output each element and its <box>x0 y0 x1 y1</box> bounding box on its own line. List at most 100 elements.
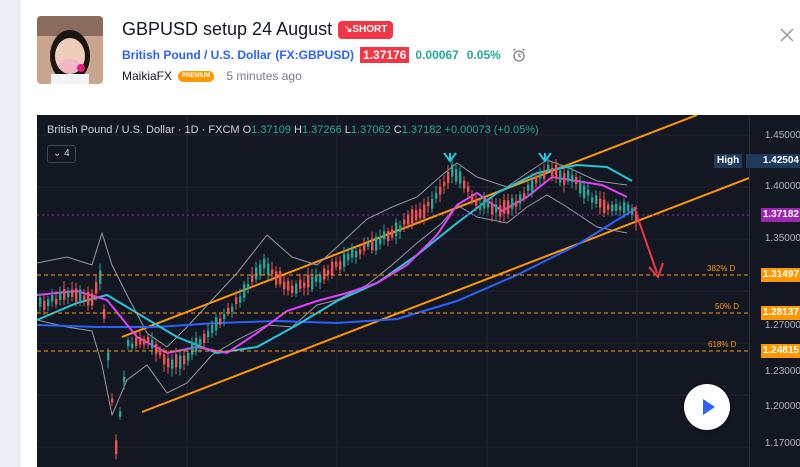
high-label: H <box>294 124 302 136</box>
candle-body <box>223 314 226 319</box>
candle-body <box>171 359 174 369</box>
candle-body <box>179 355 182 369</box>
high-price-label: High 1.42504 <box>714 154 800 168</box>
candle-body <box>371 238 374 251</box>
open-value: 1.37109 <box>251 124 291 136</box>
candle-body <box>271 269 274 275</box>
candle-body <box>235 297 238 305</box>
symbol-row: British Pound / U.S. Dollar (FX:GBPUSD) … <box>122 47 527 63</box>
price-change: 0.00067 <box>415 48 459 62</box>
candle-body <box>63 288 66 300</box>
candle-body <box>467 186 470 192</box>
publish-time: 5 minutes ago <box>226 69 302 83</box>
candle-body <box>507 200 510 215</box>
candle-body <box>67 290 70 298</box>
candle-body <box>427 201 430 207</box>
candle-body <box>627 204 630 212</box>
candle-body <box>511 198 514 209</box>
candle-body <box>383 231 386 240</box>
candle-body <box>59 291 62 301</box>
candle-body <box>303 282 306 288</box>
last-price-label: 1.37182 <box>760 208 800 222</box>
candle-body <box>367 242 370 247</box>
candle-body <box>255 267 258 280</box>
candle-body <box>175 354 178 368</box>
candle-body <box>587 189 590 196</box>
candle-body <box>123 376 126 383</box>
candle-body <box>455 169 458 182</box>
candle-body <box>431 198 434 209</box>
candle-body <box>299 279 302 289</box>
author-row: MaikiaFX PREMIUM 5 minutes ago <box>122 69 302 83</box>
candle-body <box>503 200 506 214</box>
candle-body <box>435 192 438 199</box>
price-change-percent: 0.05% <box>466 48 501 62</box>
candle-body <box>75 288 78 302</box>
candle-body <box>591 197 594 203</box>
author-name[interactable]: MaikiaFX <box>122 69 173 83</box>
play-button[interactable] <box>684 384 730 430</box>
candle-body <box>423 204 426 219</box>
candle-body <box>227 307 230 313</box>
candle-body <box>375 236 378 251</box>
candle-body <box>115 440 118 455</box>
candle-body <box>571 174 574 183</box>
alarm-clock-icon[interactable] <box>511 47 527 63</box>
candle-body <box>55 298 58 305</box>
candle-body <box>335 261 338 267</box>
symbol-code-link[interactable]: (FX:GBPUSD) <box>275 48 355 62</box>
candle-body <box>495 204 498 213</box>
close-value: 1.37182 <box>401 124 442 136</box>
candle-body <box>211 325 214 334</box>
moving-average-long <box>37 207 638 328</box>
candle-body <box>595 195 598 204</box>
candle-body <box>527 184 530 191</box>
candle-body <box>119 411 122 417</box>
candle-body <box>143 338 146 345</box>
price-badge: 1.37176 <box>360 47 410 63</box>
candle-body <box>259 264 262 276</box>
author-avatar[interactable] <box>37 16 103 84</box>
candle-body <box>283 281 286 290</box>
open-label: O <box>242 124 252 136</box>
candle-body <box>263 258 266 269</box>
close-icon[interactable] <box>780 28 794 42</box>
candle-body <box>535 176 538 184</box>
high-price-value: 1.42504 <box>762 155 799 166</box>
fib-50-price: 1.28137 <box>760 306 800 320</box>
fib-618-label: 618% D <box>708 340 737 349</box>
candle-body <box>411 209 414 224</box>
symbol-name-link[interactable]: British Pound / U.S. Dollar <box>122 48 272 62</box>
candle-body <box>291 285 294 293</box>
candle-body <box>275 271 278 285</box>
candle-body <box>111 398 114 403</box>
candle-body <box>491 203 494 215</box>
chevron-down-icon: ⌄ <box>53 148 62 159</box>
candle-body <box>343 253 346 267</box>
candle-body <box>363 243 366 251</box>
price-axis[interactable]: 1.45000 High 1.42504 1.40000 1.37182 1.35… <box>714 115 800 467</box>
candle-body <box>351 249 354 258</box>
candle-body <box>43 300 46 310</box>
candle-body <box>203 333 206 343</box>
candle-body <box>331 261 334 276</box>
candle-body <box>443 181 446 186</box>
candle-body <box>183 355 186 365</box>
candle-body <box>419 208 422 218</box>
candle-body <box>439 186 442 195</box>
candle-body <box>107 352 110 361</box>
candle-body <box>103 309 106 319</box>
candle-body <box>399 225 402 232</box>
candle-body <box>83 295 86 301</box>
chart-panel[interactable]: British Pound / U.S. Dollar · 1D · FXCM … <box>37 115 800 467</box>
candle-body <box>355 251 358 258</box>
channel-upper <box>121 115 698 338</box>
indicators-toggle[interactable]: ⌄ 4 <box>47 145 76 163</box>
candle-body <box>579 182 582 194</box>
chart-legend: British Pound / U.S. Dollar · 1D · FXCM … <box>47 124 539 136</box>
change-value: +0.00073 (+0.05%) <box>444 124 539 136</box>
candle-body <box>87 291 90 306</box>
axis-tick: 1.45000 <box>764 130 800 141</box>
candle-body <box>607 204 610 210</box>
high-value: 1.37266 <box>301 124 342 136</box>
